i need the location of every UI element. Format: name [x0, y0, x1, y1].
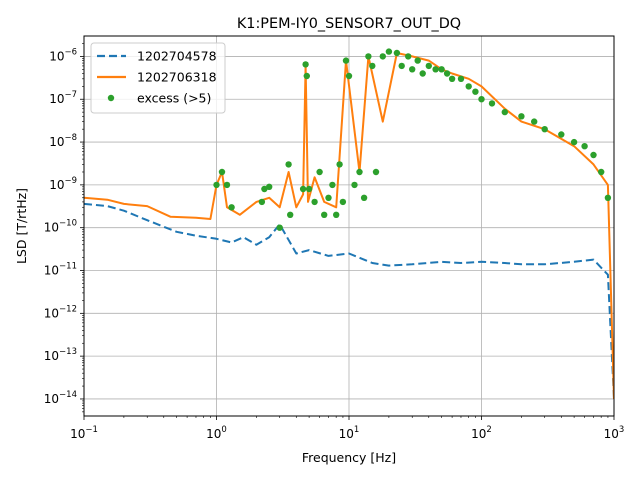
excess-point — [342, 57, 350, 64]
excess-point — [228, 204, 235, 211]
y-tick-label: 10−14 — [44, 390, 77, 406]
excess-point — [478, 96, 485, 103]
excess-point — [570, 138, 578, 146]
excess-point — [302, 61, 309, 68]
y-tick-label: 10−9 — [49, 176, 77, 192]
excess-point — [345, 72, 353, 80]
x-tick-label: 100 — [206, 425, 227, 441]
y-tick-label: 10−13 — [44, 347, 77, 363]
excess-point — [213, 181, 220, 189]
excess-point — [356, 168, 363, 176]
excess-point — [336, 161, 343, 168]
chart-title: K1:PEM-IY0_SENSOR7_OUT_DQ — [237, 16, 461, 32]
excess-point — [432, 66, 439, 73]
excess-point — [598, 168, 605, 176]
x-tick-label: 101 — [339, 425, 360, 441]
x-tick-label: 102 — [471, 425, 492, 441]
excess-point — [385, 48, 393, 55]
x-tick-label: 103 — [604, 425, 625, 441]
excess-point — [443, 70, 451, 77]
y-tick-label: 10−12 — [44, 304, 77, 320]
excess-point — [438, 66, 445, 73]
excess-point — [501, 108, 508, 116]
excess-point — [488, 100, 496, 107]
excess-point — [379, 53, 386, 60]
excess-point — [266, 183, 273, 190]
excess-point — [303, 72, 310, 80]
excess-point — [285, 161, 292, 168]
excess-point — [329, 181, 336, 189]
excess-point — [419, 70, 426, 77]
legend-label-excess: excess (>5) — [137, 91, 211, 106]
excess-point — [351, 181, 358, 189]
excess-point — [541, 126, 548, 133]
excess-point — [393, 49, 401, 57]
excess-point — [369, 62, 376, 70]
legend-frame — [90, 42, 226, 114]
legend-label-series-1: 1202704578 — [137, 49, 217, 64]
excess-point — [465, 83, 472, 90]
excess-point — [604, 194, 612, 201]
excess-point — [581, 143, 588, 150]
x-axis-label: Frequency [Hz] — [302, 450, 396, 465]
legend-marker-excess — [107, 94, 115, 102]
legend: 1202704578 1202706318 excess (>5) — [90, 42, 226, 114]
excess-point — [360, 194, 368, 201]
series-group — [84, 48, 614, 400]
excess-point — [372, 168, 380, 176]
excess-point — [590, 151, 597, 159]
series-line-2 — [84, 52, 614, 400]
x-axis-ticks: 10−1 100 101 102 103 — [70, 416, 624, 441]
excess-point — [518, 113, 525, 120]
excess-point — [531, 118, 538, 125]
y-tick-label: 10−6 — [49, 47, 77, 63]
excess-point — [287, 211, 294, 218]
excess-point — [316, 168, 323, 176]
excess-point — [311, 198, 318, 206]
excess-point — [218, 168, 226, 176]
excess-point — [405, 53, 412, 60]
excess-point — [409, 66, 416, 73]
y-tick-label: 10−11 — [44, 262, 77, 278]
excess-point — [333, 211, 340, 218]
excess-point — [365, 53, 372, 60]
excess-point — [321, 211, 328, 218]
y-tick-label: 10−8 — [49, 133, 77, 149]
excess-point — [339, 198, 347, 206]
excess-point — [258, 198, 266, 206]
excess-point — [457, 75, 465, 83]
excess-point — [425, 62, 432, 70]
y-tick-label: 10−10 — [44, 219, 77, 235]
excess-point — [472, 88, 479, 95]
x-tick-label: 10−1 — [70, 425, 98, 441]
excess-point — [299, 185, 307, 193]
excess-point — [325, 194, 332, 201]
excess-point — [558, 131, 565, 138]
y-tick-label: 10−7 — [49, 90, 77, 106]
excess-point — [223, 181, 231, 189]
y-axis-label: LSD [T/rtHz] — [14, 188, 29, 264]
legend-label-series-2: 1202706318 — [137, 70, 217, 85]
excess-point — [261, 185, 268, 193]
excess-point — [305, 185, 313, 193]
y-axis-ticks: 10−14 10−13 10−12 10−11 10−10 10−9 10−8 10−7 10−… — [44, 43, 84, 413]
excess-point — [276, 224, 283, 231]
excess-point — [414, 57, 421, 64]
excess-point — [448, 75, 456, 83]
series-line-1 — [84, 202, 614, 400]
excess-point — [398, 62, 405, 70]
